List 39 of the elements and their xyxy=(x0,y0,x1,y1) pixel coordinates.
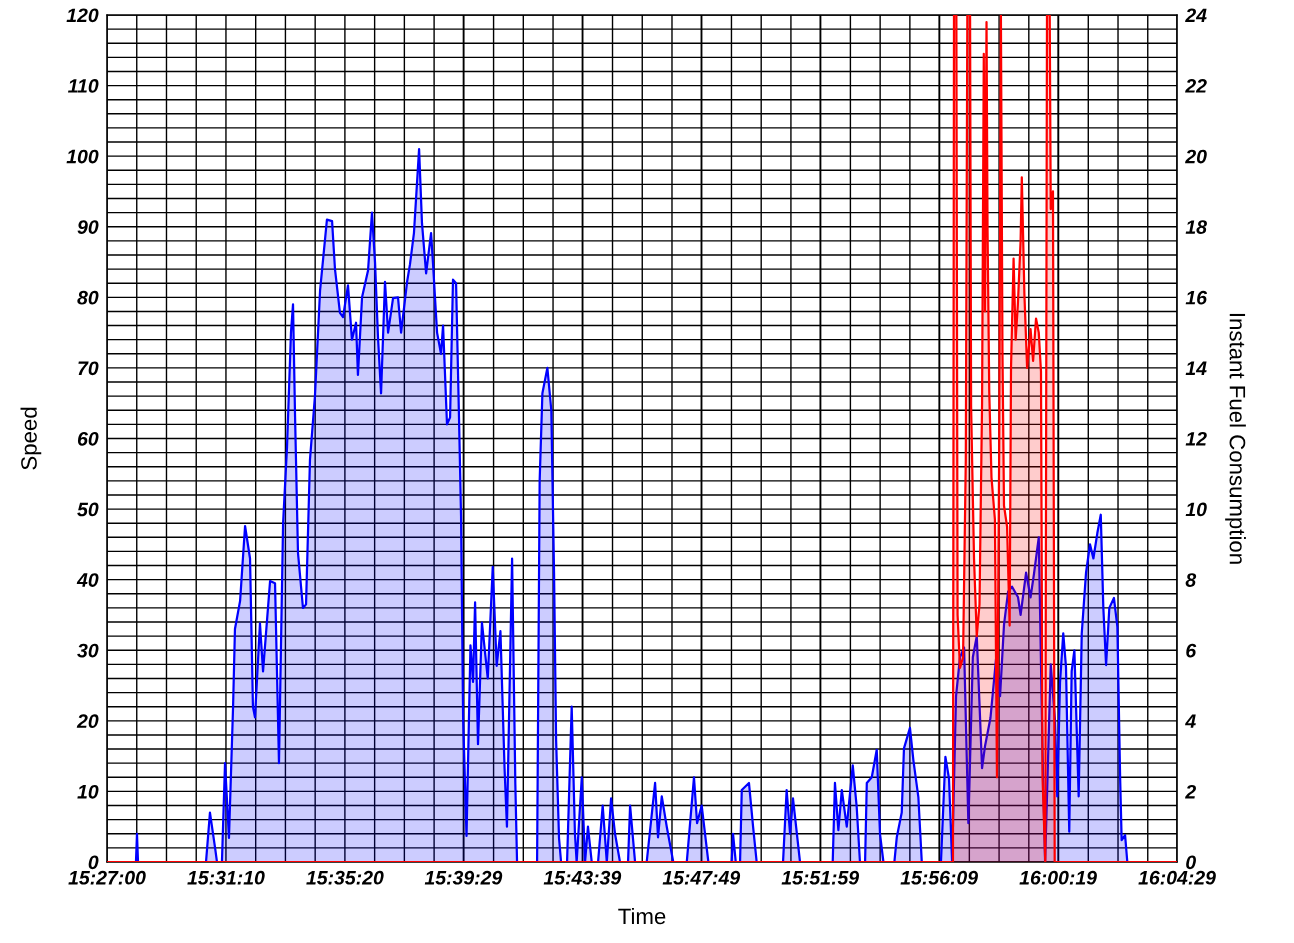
y2-tick-label: 12 xyxy=(1185,431,1207,446)
x-tick-label: 15:51:59 xyxy=(781,870,860,885)
y-tick-label: 110 xyxy=(67,79,99,93)
y-tick-label: 20 xyxy=(76,714,99,729)
x-tick-label: 15:35:20 xyxy=(306,870,384,885)
y2-tick-label: 0 xyxy=(1186,855,1196,870)
x-tick-label: 15:47:49 xyxy=(662,870,741,885)
y2-tick-label: 18 xyxy=(1185,220,1207,234)
x-tick-label: 15:43:39 xyxy=(543,870,622,885)
y2-tick-label: 4 xyxy=(1185,714,1196,728)
y-tick-label: 40 xyxy=(76,573,99,587)
y-tick-label: 80 xyxy=(77,290,99,305)
x-tick-label: 15:31:10 xyxy=(187,870,265,885)
y-axis-title: Speed xyxy=(20,407,42,470)
y2-axis-title: Instant Fuel Consumption xyxy=(1225,313,1246,564)
y2-tick-label: 8 xyxy=(1185,573,1197,587)
y-tick-label: 100 xyxy=(66,149,99,164)
x-tick-label: 15:27:00 xyxy=(68,870,146,885)
y-tick-label: 70 xyxy=(78,361,99,376)
x-tick-label: 15:39:29 xyxy=(424,870,503,885)
y2-tick-label: 10 xyxy=(1185,502,1207,517)
y2-tick-label: 24 xyxy=(1185,8,1207,23)
x-tick-label: 16:00:19 xyxy=(1019,870,1097,885)
y-tick-label: 30 xyxy=(77,643,99,658)
y2-tick-label: 2 xyxy=(1185,784,1196,799)
y-tick-label: 120 xyxy=(66,8,99,23)
y-tick-label: 90 xyxy=(77,220,99,234)
y2-tick-label: 22 xyxy=(1185,79,1207,93)
y2-tick-label: 14 xyxy=(1185,361,1207,375)
y-tick-label: 0 xyxy=(88,855,99,870)
y-tick-label: 60 xyxy=(77,431,99,446)
x-axis-title: Time xyxy=(618,907,666,925)
x-tick-label: 16:04:29 xyxy=(1138,870,1216,885)
x-tick-label: 15:56:09 xyxy=(900,870,978,885)
y2-tick-label: 16 xyxy=(1185,290,1208,305)
y2-tick-label: 20 xyxy=(1185,149,1207,164)
y2-tick-label: 6 xyxy=(1186,643,1197,658)
y-tick-label: 50 xyxy=(77,502,99,517)
y-tick-label: 10 xyxy=(77,784,99,799)
